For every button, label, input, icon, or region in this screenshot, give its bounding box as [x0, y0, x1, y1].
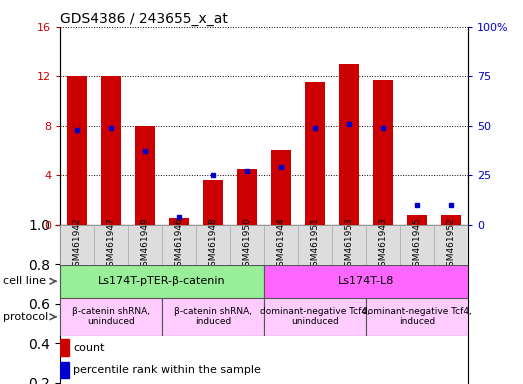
Bar — [203, 180, 223, 225]
Bar — [135, 126, 155, 225]
Text: dominant-negative Tcf4,
induced: dominant-negative Tcf4, induced — [362, 307, 472, 326]
Bar — [264, 225, 298, 265]
Text: GSM461945: GSM461945 — [413, 217, 422, 272]
Bar — [60, 265, 264, 298]
Text: Ls174T-pTER-β-catenin: Ls174T-pTER-β-catenin — [98, 276, 226, 286]
Bar — [169, 218, 189, 225]
Bar — [400, 225, 434, 265]
Bar — [162, 298, 264, 336]
Bar — [264, 298, 366, 336]
Bar — [60, 298, 162, 336]
Bar — [332, 225, 366, 265]
Bar — [196, 225, 230, 265]
Text: GSM461948: GSM461948 — [209, 217, 218, 272]
Text: β-catenin shRNA,
induced: β-catenin shRNA, induced — [174, 307, 252, 326]
Text: GSM461953: GSM461953 — [345, 217, 354, 272]
Text: GSM461946: GSM461946 — [175, 217, 184, 272]
Text: β-catenin shRNA,
uninduced: β-catenin shRNA, uninduced — [72, 307, 150, 326]
Bar — [230, 225, 264, 265]
Text: Ls174T-L8: Ls174T-L8 — [338, 276, 394, 286]
Bar — [366, 298, 468, 336]
Text: GSM461944: GSM461944 — [277, 217, 286, 272]
Bar — [434, 225, 468, 265]
Bar — [94, 225, 128, 265]
Bar — [366, 225, 400, 265]
Bar — [60, 339, 69, 356]
Text: GDS4386 / 243655_x_at: GDS4386 / 243655_x_at — [60, 12, 228, 26]
Text: GSM461951: GSM461951 — [311, 217, 320, 272]
Bar — [441, 215, 461, 225]
Text: GSM461949: GSM461949 — [141, 217, 150, 272]
Bar — [373, 80, 393, 225]
Text: percentile rank within the sample: percentile rank within the sample — [73, 366, 261, 376]
Bar — [271, 151, 291, 225]
Bar — [162, 225, 196, 265]
Text: GSM461950: GSM461950 — [243, 217, 252, 272]
Text: GSM461942: GSM461942 — [73, 217, 82, 272]
Bar — [407, 215, 427, 225]
Bar — [237, 169, 257, 225]
Bar — [339, 64, 359, 225]
Bar — [101, 76, 121, 225]
Text: protocol: protocol — [3, 312, 48, 322]
Text: GSM461943: GSM461943 — [379, 217, 388, 272]
Text: GSM461952: GSM461952 — [447, 217, 456, 272]
Text: GSM461947: GSM461947 — [107, 217, 116, 272]
Bar — [67, 76, 87, 225]
Bar — [298, 225, 332, 265]
Bar — [264, 265, 468, 298]
Bar — [60, 362, 69, 378]
Text: dominant-negative Tcf4,
uninduced: dominant-negative Tcf4, uninduced — [260, 307, 370, 326]
Text: cell line: cell line — [3, 276, 46, 286]
Bar — [305, 83, 325, 225]
Bar — [60, 225, 94, 265]
Text: count: count — [73, 343, 105, 353]
Bar — [128, 225, 162, 265]
